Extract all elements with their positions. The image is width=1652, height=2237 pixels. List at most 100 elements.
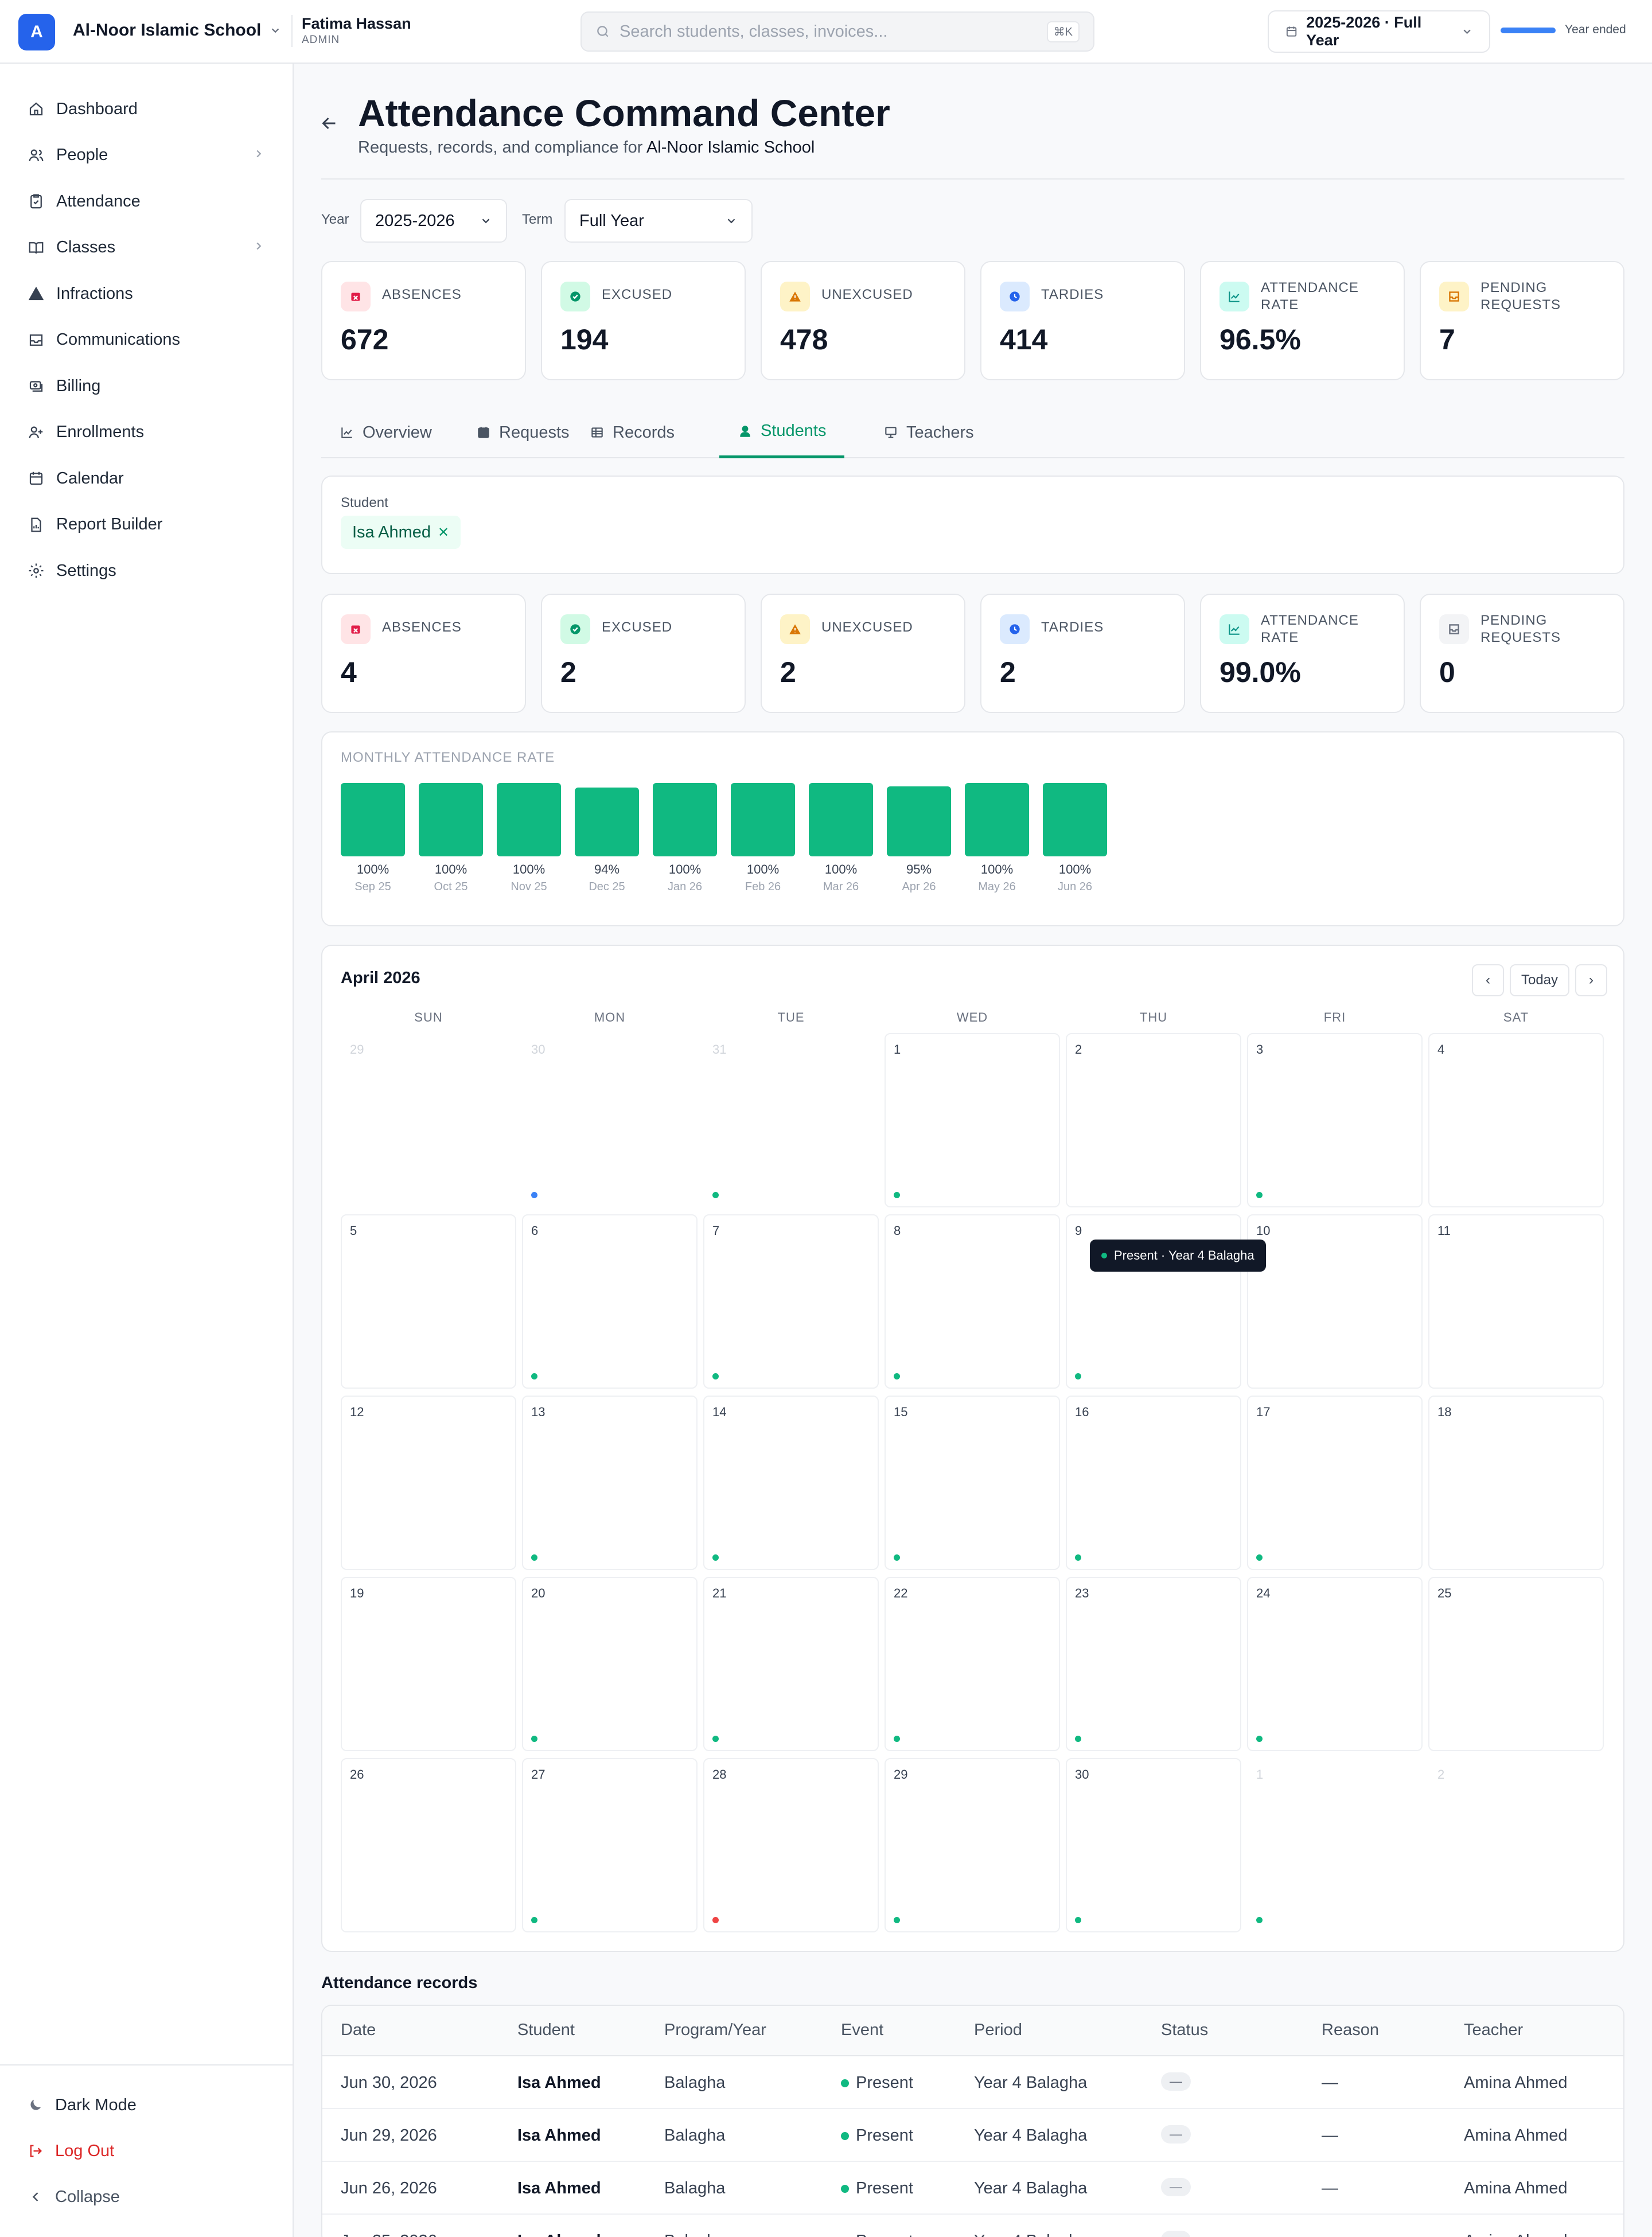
sidebar-item-infractions[interactable]: Infractions bbox=[11, 274, 281, 314]
student-cell[interactable]: Isa Ahmed bbox=[517, 2074, 601, 2092]
remove-student-icon[interactable]: ✕ bbox=[438, 524, 450, 540]
calendar-day[interactable]: 24 bbox=[1247, 1577, 1423, 1751]
calendar-day[interactable]: 26 bbox=[341, 1758, 516, 1932]
column-header[interactable]: Period bbox=[974, 2021, 1022, 2039]
sidebar-item-communications[interactable]: Communications bbox=[11, 320, 281, 360]
selected-student-chip[interactable]: Isa Ahmed ✕ bbox=[341, 516, 461, 549]
column-header[interactable]: Program/Year bbox=[664, 2021, 766, 2039]
calendar-day[interactable]: 6 bbox=[522, 1214, 698, 1389]
calendar-day[interactable]: 12 bbox=[341, 1396, 516, 1570]
calendar-day[interactable]: 25 bbox=[1428, 1577, 1604, 1751]
user-info[interactable]: Fatima Hassan ADMIN bbox=[302, 15, 411, 46]
column-header[interactable]: Event bbox=[841, 2021, 884, 2039]
logout-button[interactable]: Log Out bbox=[11, 2131, 281, 2171]
calendar-day-number: 22 bbox=[894, 1586, 908, 1600]
table-row[interactable]: Jun 29, 2026 Isa Ahmed Balagha Present Year … bbox=[322, 2109, 1623, 2162]
calendar-day[interactable]: 2 bbox=[1066, 1033, 1241, 1207]
sidebar-item-classes[interactable]: Classes bbox=[11, 228, 281, 268]
student-cell[interactable]: Isa Ahmed bbox=[517, 2126, 601, 2145]
chart-title: MONTHLY ATTENDANCE RATE bbox=[341, 750, 555, 765]
calendar-day[interactable]: 7 bbox=[703, 1214, 879, 1389]
calendar-day[interactable]: 9 bbox=[1066, 1214, 1241, 1389]
calendar-day[interactable]: 19 bbox=[341, 1577, 516, 1751]
tab-overview[interactable]: Overview bbox=[321, 407, 450, 458]
calendar-day[interactable]: 30 bbox=[1066, 1758, 1241, 1932]
student-cell[interactable]: Isa Ahmed bbox=[517, 2179, 601, 2197]
year-filter-select[interactable]: 2025-2026 bbox=[360, 199, 507, 243]
term-filter-select[interactable]: Full Year bbox=[564, 199, 753, 243]
calendar-day[interactable]: 29 bbox=[341, 1033, 516, 1207]
chart-bar[interactable] bbox=[887, 786, 951, 856]
dark-mode-toggle[interactable]: Dark Mode bbox=[11, 2085, 281, 2125]
back-arrow-icon[interactable] bbox=[319, 113, 340, 134]
calendar-today-button[interactable]: Today bbox=[1510, 964, 1569, 996]
calendar-day[interactable]: 11 bbox=[1428, 1214, 1604, 1389]
calendar-day[interactable]: 8 bbox=[885, 1214, 1060, 1389]
chart-bar[interactable] bbox=[965, 783, 1029, 856]
attendance-dot bbox=[531, 1192, 537, 1198]
tab-records[interactable]: Records bbox=[571, 407, 693, 458]
year-selector[interactable]: 2025-2026 · Full Year bbox=[1268, 10, 1490, 53]
calendar-day[interactable]: 28 bbox=[703, 1758, 879, 1932]
table-row[interactable]: Jun 26, 2026 Isa Ahmed Balagha Present Year … bbox=[322, 2162, 1623, 2215]
calendar-day[interactable]: 10 bbox=[1247, 1214, 1423, 1389]
chart-bar[interactable] bbox=[419, 783, 483, 856]
sidebar-item-attendance[interactable]: Attendance bbox=[11, 181, 281, 221]
sidebar-item-dashboard[interactable]: Dashboard bbox=[11, 89, 281, 129]
calendar-day[interactable]: 1 bbox=[885, 1033, 1060, 1207]
calendar-day[interactable]: 31 bbox=[703, 1033, 879, 1207]
calendar-day-number: 4 bbox=[1437, 1042, 1445, 1057]
school-logo[interactable]: A bbox=[18, 14, 55, 50]
student-cell[interactable]: Isa Ahmed bbox=[517, 2232, 601, 2237]
search-input[interactable]: Search students, classes, invoices... ⌘K bbox=[580, 11, 1094, 52]
calendar-prev-button[interactable]: ‹ bbox=[1472, 964, 1504, 996]
calendar-next-button[interactable]: › bbox=[1575, 964, 1607, 996]
calendar-day[interactable]: 13 bbox=[522, 1396, 698, 1570]
calendar-day[interactable]: 22 bbox=[885, 1577, 1060, 1751]
sidebar-item-people[interactable]: People bbox=[11, 135, 281, 176]
calendar-day[interactable]: 17 bbox=[1247, 1396, 1423, 1570]
calendar-day[interactable]: 16 bbox=[1066, 1396, 1241, 1570]
calendar-day[interactable]: 18 bbox=[1428, 1396, 1604, 1570]
calendar-day[interactable]: 27 bbox=[522, 1758, 698, 1932]
column-header[interactable]: Status bbox=[1161, 2021, 1209, 2039]
chart-bar[interactable] bbox=[731, 783, 795, 856]
school-switcher[interactable]: Al-Noor Islamic School bbox=[73, 21, 282, 40]
tab-requests[interactable]: Requests bbox=[458, 407, 588, 458]
monthly-attendance-chart: MONTHLY ATTENDANCE RATE 100% Sep 25 100% Oc… bbox=[321, 731, 1624, 926]
sidebar-item-settings[interactable]: Settings bbox=[11, 551, 281, 591]
sidebar-item-calendar[interactable]: Calendar bbox=[11, 458, 281, 498]
column-header[interactable]: Student bbox=[517, 2021, 575, 2039]
column-header[interactable]: Reason bbox=[1322, 2021, 1379, 2039]
chart-bar[interactable] bbox=[653, 783, 717, 856]
calendar-day[interactable]: 23 bbox=[1066, 1577, 1241, 1751]
chart-bar[interactable] bbox=[1043, 783, 1107, 856]
chart-bar[interactable] bbox=[341, 783, 405, 856]
table-row[interactable]: Jun 25, 2026 Isa Ahmed Balagha Present Year … bbox=[322, 2215, 1623, 2237]
sidebar-item-enrollments[interactable]: Enrollments bbox=[11, 412, 281, 453]
weekday-header: SAT bbox=[1503, 1010, 1529, 1024]
calendar-day[interactable]: 20 bbox=[522, 1577, 698, 1751]
column-header[interactable]: Date bbox=[341, 2021, 376, 2039]
chart-bar[interactable] bbox=[575, 787, 639, 856]
tab-students[interactable]: Students bbox=[719, 407, 845, 458]
calendar-day[interactable]: 21 bbox=[703, 1577, 879, 1751]
calendar-day[interactable]: 15 bbox=[885, 1396, 1060, 1570]
calendar-day[interactable]: 14 bbox=[703, 1396, 879, 1570]
calendar-day[interactable]: 3 bbox=[1247, 1033, 1423, 1207]
collapse-sidebar-button[interactable]: Collapse bbox=[11, 2177, 281, 2217]
calendar-day[interactable]: 30 bbox=[522, 1033, 698, 1207]
calendar-day[interactable]: 4 bbox=[1428, 1033, 1604, 1207]
calendar-day[interactable]: 5 bbox=[341, 1214, 516, 1389]
search-placeholder: Search students, classes, invoices... bbox=[620, 22, 888, 41]
tab-teachers[interactable]: Teachers bbox=[865, 407, 992, 458]
table-row[interactable]: Jun 30, 2026 Isa Ahmed Balagha Present Year … bbox=[322, 2056, 1623, 2109]
sidebar-item-billing[interactable]: Billing bbox=[11, 366, 281, 406]
calendar-day[interactable]: 1 bbox=[1247, 1758, 1423, 1932]
chart-bar[interactable] bbox=[497, 783, 561, 856]
calendar-day[interactable]: 2 bbox=[1428, 1758, 1604, 1932]
column-header[interactable]: Teacher bbox=[1464, 2021, 1524, 2039]
sidebar-item-report-builder[interactable]: Report Builder bbox=[11, 505, 281, 545]
calendar-day[interactable]: 29 bbox=[885, 1758, 1060, 1932]
chart-bar[interactable] bbox=[809, 783, 873, 856]
